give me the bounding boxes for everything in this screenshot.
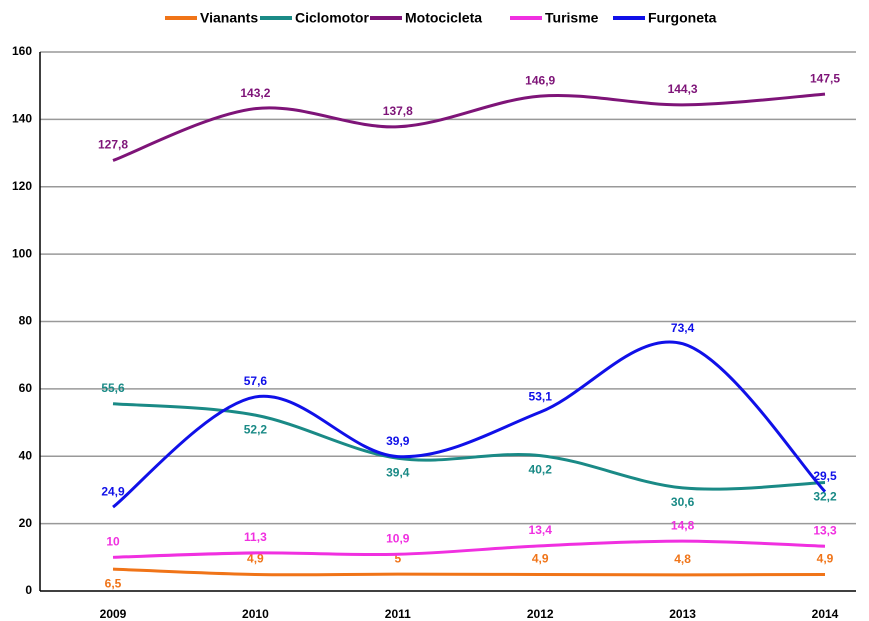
- line-series: [112, 340, 827, 509]
- line-series: [112, 567, 826, 577]
- data-label: 5: [394, 551, 401, 565]
- line-series: [112, 539, 826, 559]
- data-label: 146,9: [525, 73, 555, 87]
- legend-label: Motocicleta: [405, 10, 482, 26]
- data-label: 52,2: [244, 422, 268, 436]
- data-label: 4,9: [817, 552, 834, 566]
- legend-label: Ciclomotor: [295, 10, 369, 26]
- data-label: 127,8: [98, 138, 128, 152]
- y-tick-label: 40: [19, 448, 33, 462]
- x-tick-label: 2012: [527, 607, 554, 621]
- legend-label: Turisme: [545, 10, 599, 26]
- data-label: 24,9: [101, 484, 125, 498]
- x-tick-label: 2010: [242, 607, 269, 621]
- y-tick-label: 120: [12, 179, 32, 193]
- data-label: 4,9: [247, 552, 264, 566]
- data-label: 29,5: [813, 469, 837, 483]
- data-label: 39,9: [386, 434, 410, 448]
- data-label: 10: [106, 534, 120, 548]
- data-label: 39,4: [386, 465, 410, 479]
- line-series: [112, 402, 826, 491]
- data-label: 137,8: [383, 104, 413, 118]
- y-tick-label: 100: [12, 246, 32, 260]
- line-series: [112, 92, 826, 162]
- y-tick-label: 0: [25, 583, 32, 597]
- data-label: 40,2: [529, 463, 553, 477]
- data-label: 4,8: [674, 552, 691, 566]
- data-label: 147,5: [810, 71, 840, 85]
- data-label: 10,9: [386, 531, 410, 545]
- data-label: 4,9: [532, 552, 549, 566]
- data-label: 144,3: [668, 82, 698, 96]
- data-label: 53,1: [529, 389, 553, 403]
- y-tick-label: 160: [12, 44, 32, 58]
- data-label: 57,6: [244, 374, 268, 388]
- legend-label: Furgoneta: [648, 10, 717, 26]
- data-label: 6,5: [105, 576, 122, 590]
- data-label: 55,6: [101, 381, 125, 395]
- data-label: 32,2: [813, 490, 837, 504]
- data-label: 11,3: [244, 530, 267, 544]
- x-tick-label: 2009: [100, 607, 127, 621]
- y-tick-label: 60: [19, 381, 33, 395]
- data-label: 143,2: [240, 86, 270, 100]
- data-label: 13,3: [813, 523, 837, 537]
- y-tick-label: 140: [12, 112, 32, 126]
- data-label: 73,4: [671, 321, 695, 335]
- x-tick-label: 2014: [812, 607, 839, 621]
- x-tick-label: 2013: [669, 607, 696, 621]
- data-label: 13,4: [529, 523, 553, 537]
- y-tick-label: 20: [19, 516, 33, 530]
- data-label: 14,8: [671, 518, 695, 532]
- data-label: 30,6: [671, 495, 695, 509]
- y-tick-label: 80: [19, 314, 33, 328]
- x-tick-label: 2011: [385, 607, 411, 621]
- legend-label: Vianants: [200, 10, 258, 26]
